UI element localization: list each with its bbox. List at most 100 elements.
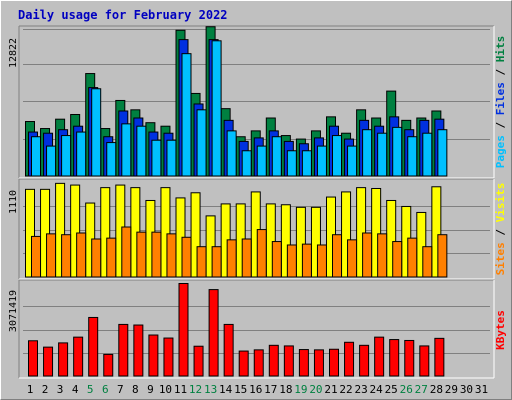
bar-kbytes-day-17: [268, 344, 279, 377]
bar-sites-day-19: [301, 243, 312, 278]
panel-1-legend: Pages / Files / Hits: [494, 36, 507, 169]
bar-pages-day-24: [377, 132, 388, 177]
day-label-27: 27: [415, 383, 428, 396]
bar-sites-day-15: [241, 238, 252, 278]
bar-sites-day-11: [181, 236, 192, 278]
day-label-14: 14: [219, 383, 233, 396]
bar-pages-day-9: [151, 139, 162, 177]
bar-visits-day-12: [190, 192, 201, 278]
bar-sites-day-21: [332, 234, 342, 278]
bar-kbytes-day-28: [434, 337, 445, 377]
panel-1-max-label: 12822: [8, 38, 19, 68]
bar-pages-day-17: [271, 136, 282, 177]
day-label-7: 7: [117, 383, 124, 396]
bar-pages-day-15: [241, 150, 252, 177]
bar-sites-day-26: [407, 237, 418, 278]
bar-kbytes-day-12: [193, 345, 204, 377]
bar-pages-day-2: [46, 145, 57, 177]
day-label-22: 22: [339, 383, 352, 396]
bar-kbytes-day-9: [148, 334, 159, 377]
bar-pages-day-5: [91, 88, 102, 177]
bar-pages-day-12: [196, 109, 207, 177]
bar-visits-day-6: [100, 187, 111, 278]
bar-kbytes-day-21: [329, 348, 339, 377]
bar-kbytes-day-11: [178, 283, 189, 377]
bar-sites-day-14: [226, 239, 237, 278]
bar-kbytes-day-20: [313, 349, 324, 377]
bar-kbytes-day-27: [419, 345, 430, 377]
bar-visits-day-2: [40, 188, 51, 278]
bar-kbytes-day-22: [344, 341, 355, 377]
day-label-24: 24: [370, 383, 384, 396]
panel-3-legend: KBytes: [494, 310, 507, 350]
bar-kbytes-day-26: [404, 339, 415, 377]
day-label-3: 3: [57, 383, 64, 396]
bar-kbytes-day-5: [88, 316, 99, 377]
bar-visits-day-28: [431, 186, 442, 278]
bar-pages-day-7: [121, 123, 132, 177]
day-label-10: 10: [159, 383, 172, 396]
bar-sites-day-25: [392, 241, 403, 278]
bar-pages-day-4: [76, 131, 87, 177]
bar-sites-day-22: [347, 239, 358, 278]
bar-kbytes-day-16: [253, 349, 264, 377]
day-label-19: 19: [294, 383, 307, 396]
bar-sites-day-9: [151, 231, 162, 278]
bar-sites-day-20: [316, 244, 327, 278]
bar-visits-day-19: [295, 206, 306, 278]
bar-pages-day-16: [256, 145, 267, 177]
bar-kbytes-day-13: [208, 289, 219, 377]
bar-sites-day-18: [286, 244, 297, 278]
legend-visits: Visits: [494, 183, 507, 223]
bar-kbytes-day-8: [133, 324, 144, 377]
bar-kbytes-day-1: [28, 340, 38, 377]
bar-pages-day-8: [136, 125, 147, 177]
day-label-16: 16: [249, 383, 262, 396]
day-label-1: 1: [27, 383, 34, 396]
bar-kbytes-day-14: [223, 323, 234, 377]
bar-visits-day-4: [70, 184, 81, 278]
bar-pages-day-3: [61, 135, 72, 177]
day-label-30: 30: [460, 383, 473, 396]
day-label-2: 2: [42, 383, 49, 396]
bar-kbytes-day-10: [163, 337, 174, 377]
legend-kbytes: KBytes: [494, 310, 507, 350]
day-label-12: 12: [189, 383, 202, 396]
bar-kbytes-day-2: [43, 346, 54, 377]
bar-pages-day-6: [106, 142, 117, 177]
day-label-26: 26: [400, 383, 413, 396]
day-label-15: 15: [234, 383, 247, 396]
bar-pages-day-19: [301, 150, 312, 177]
day-label-5: 5: [87, 383, 94, 396]
day-label-31: 31: [475, 383, 488, 396]
bar-sites-day-7: [121, 226, 132, 278]
bar-sites-day-23: [362, 232, 373, 278]
bar-sites-day-1: [31, 235, 41, 278]
day-label-17: 17: [264, 383, 277, 396]
day-label-6: 6: [102, 383, 109, 396]
bar-pages-day-21: [332, 135, 342, 177]
bar-sites-day-6: [106, 237, 117, 278]
bar-kbytes-day-24: [374, 336, 385, 377]
bar-pages-day-22: [347, 145, 358, 177]
bar-sites-day-8: [136, 231, 147, 278]
bar-visits-day-3: [55, 182, 66, 278]
bar-pages-day-26: [407, 136, 418, 177]
bar-sites-day-16: [256, 229, 267, 278]
bar-pages-day-10: [166, 139, 177, 177]
bar-pages-day-28: [437, 129, 448, 177]
bar-kbytes-day-3: [58, 342, 69, 377]
bar-visits-day-1: [25, 188, 35, 278]
bar-kbytes-day-19: [298, 349, 309, 377]
panel-2-legend: Sites / Visits: [494, 183, 507, 276]
bar-visits-day-18: [280, 204, 291, 278]
bar-kbytes-day-4: [73, 336, 84, 377]
bar-sites-day-10: [166, 233, 177, 278]
bar-pages-day-27: [422, 132, 433, 177]
bar-kbytes-day-23: [359, 344, 370, 377]
bar-sites-day-4: [76, 232, 87, 278]
legend-files: Files: [494, 82, 507, 115]
bar-sites-day-5: [91, 238, 102, 278]
bar-kbytes-day-18: [283, 345, 294, 377]
